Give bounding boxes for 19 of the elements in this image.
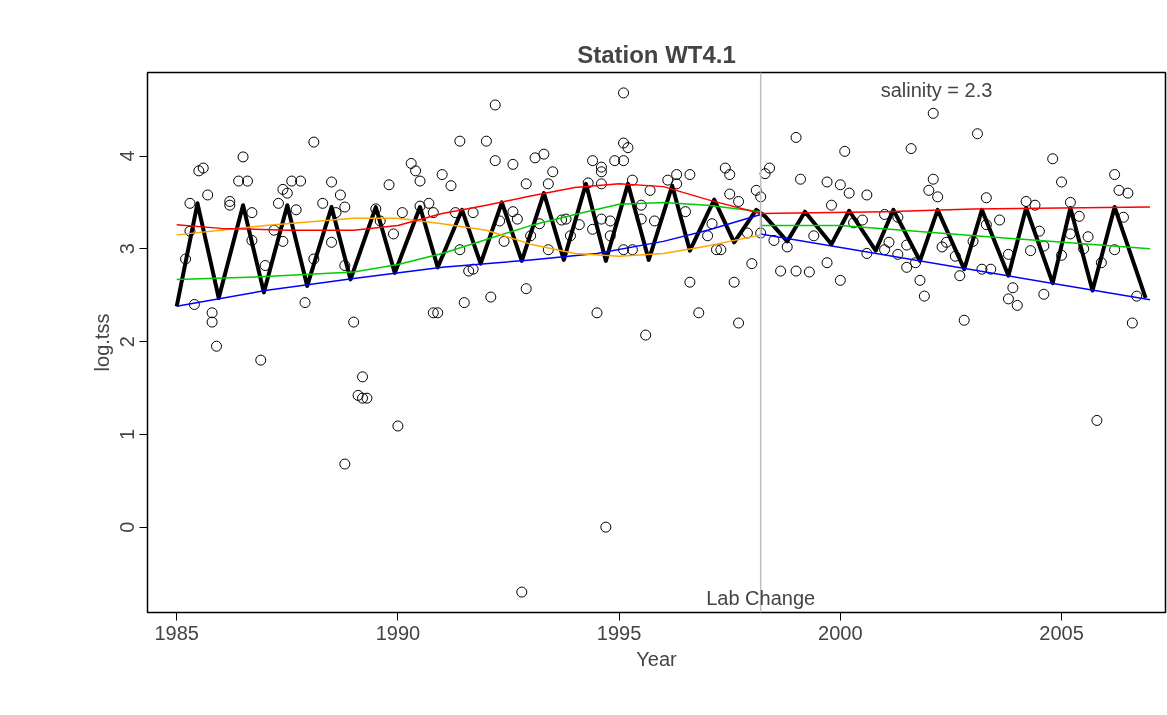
annotation: salinity = 2.3: [880, 78, 993, 101]
x-tick-label: 2005: [1039, 621, 1084, 644]
x-tick-label: 2000: [818, 621, 863, 644]
y-tick-label: 0: [116, 521, 139, 533]
x-tick-label: 1985: [154, 621, 199, 644]
x-axis-title: Year: [636, 647, 678, 670]
line-series: [175, 217, 762, 257]
y-tick-label: 3: [116, 243, 139, 255]
x-tick-label: 1990: [375, 621, 421, 644]
y-tick-label: 1: [116, 428, 139, 440]
line-series: [175, 213, 1151, 308]
y-tick-label: 2: [116, 336, 139, 348]
line-series: [175, 201, 1151, 281]
y-axis-title: log.tss: [90, 313, 113, 372]
x-tick-label: 1995: [596, 621, 642, 644]
ref-line-label: Lab Change: [706, 586, 816, 609]
line-series: [175, 183, 1151, 231]
y-tick-label: 4: [116, 150, 139, 162]
chart-title: Station WT4.1: [577, 40, 736, 68]
